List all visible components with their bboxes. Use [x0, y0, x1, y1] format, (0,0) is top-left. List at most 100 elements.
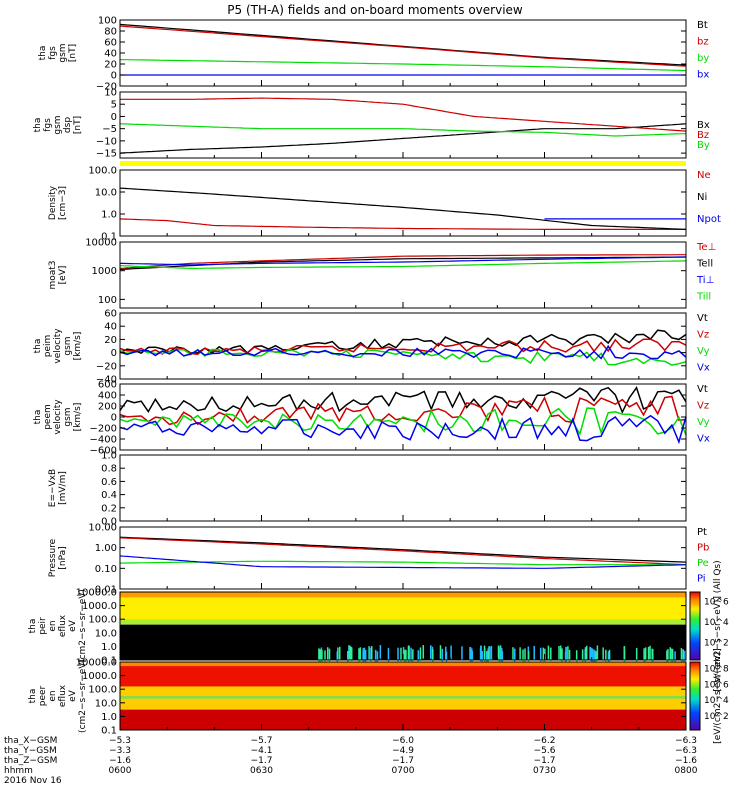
legend-p1-3: bx	[697, 70, 709, 81]
heatmap-streak	[370, 647, 372, 662]
colorbar-tick: 10^2	[704, 639, 729, 649]
heatmap-streak	[671, 648, 673, 663]
heatmap-streak	[445, 651, 448, 666]
heatmap-streak	[522, 649, 524, 664]
y-tick-label: 1000.0	[82, 601, 117, 612]
series-line-p5-1	[119, 338, 687, 355]
y-axis-label: [eV]	[58, 266, 68, 285]
heatmap-streak	[561, 648, 563, 662]
legend-p6-3: Vx	[697, 434, 710, 445]
heatmap-streak	[483, 648, 486, 662]
y-tick-label: −400	[90, 435, 117, 446]
y-tick-label: 0	[111, 413, 117, 424]
y-tick-label: 20	[104, 335, 117, 346]
heatmap-streak	[387, 647, 390, 662]
heatmap-streak	[397, 647, 399, 662]
heatmap-streak	[575, 650, 578, 664]
series-line-p2-1	[120, 97, 687, 132]
y-tick-label: 10000.0	[76, 588, 117, 599]
heatmap-streak	[684, 650, 686, 665]
y-tick-label: 10.00	[88, 523, 117, 534]
panel-p9: 10000.0 1000.0 100.0 10.0 1.0 0.1 tha peir en efl…	[28, 560, 729, 691]
y-tick-label: −15	[96, 149, 117, 160]
heatmap-streak	[402, 647, 405, 661]
panel-p8: Pt Pb Pe Pi 10.00 1.00 0.10 0.01 Pressure [nPa]	[48, 523, 709, 596]
heatmap-streak	[514, 648, 516, 663]
chart-title: P5 (TH-A) fields and on-board moments ov…	[227, 3, 523, 17]
y-tick-label: 1000.0	[82, 671, 117, 682]
x-row-value: −6.0	[392, 736, 414, 746]
panel-frame	[119, 526, 687, 590]
heatmap-streak	[480, 645, 482, 660]
x-row-value: −6.2	[534, 736, 556, 746]
y-axis-label: [mV/m]	[58, 471, 68, 505]
legend-p1-2: by	[697, 53, 709, 64]
series-line-p8-1	[119, 537, 687, 566]
legend-p2-0: Bx	[697, 120, 710, 131]
y-axis-label: peer	[38, 685, 48, 706]
y-axis-label: gsm	[63, 336, 73, 355]
y-tick-label: −200	[90, 424, 117, 435]
heatmap-streak	[450, 645, 452, 660]
legend-p3-2: Npot	[697, 214, 721, 225]
heatmap-streak	[547, 645, 550, 660]
heatmap-streak	[481, 651, 483, 665]
series-line-p6-2	[119, 407, 687, 436]
heatmap-streak	[350, 647, 353, 662]
x-row-value: 0800	[675, 766, 698, 776]
legend-p3-1: Ni	[697, 192, 707, 203]
y-axis-label: Density	[48, 185, 58, 220]
series-line-p2-2	[119, 123, 687, 137]
heatmap-streak	[405, 650, 407, 664]
y-axis-label: eflux	[58, 614, 68, 637]
legend-p6-2: Vy	[697, 417, 710, 428]
heatmap-streak	[595, 651, 597, 665]
y-tick-label: 10	[104, 88, 117, 99]
y-axis-label: [nT]	[73, 116, 83, 134]
y-tick-label: 0.1	[101, 232, 117, 243]
heatmap-streak	[649, 645, 651, 660]
heatmap-streak	[364, 649, 367, 664]
y-tick-label: 60	[104, 38, 117, 49]
colorbar	[689, 661, 701, 731]
y-axis-label: tha	[38, 46, 48, 61]
y-tick-label: 0	[111, 71, 117, 82]
y-tick-label: 0.2	[101, 503, 117, 514]
heatmap-streak	[321, 650, 323, 664]
panel-frame	[119, 241, 687, 309]
heatmap-streak	[379, 645, 382, 659]
heatmap-streak	[363, 647, 366, 662]
y-axis-label: peem	[43, 404, 53, 430]
legend-p3-0: Ne	[697, 170, 711, 181]
series-line-p3-1	[119, 187, 687, 230]
panel-p3: Ne Ni Npot 100.0 10.0 1.0 0.1 Density [cm−3]	[48, 166, 721, 243]
y-axis-label: peir	[38, 617, 48, 635]
x-row-value: 0630	[250, 766, 273, 776]
y-axis-label: [nT]	[68, 44, 78, 62]
heatmap-streak	[374, 649, 377, 664]
y-axis-label: eV	[68, 689, 78, 702]
y-axis-label: en	[48, 620, 58, 631]
heatmap-streak	[349, 646, 352, 661]
heatmap-streak	[419, 647, 422, 662]
y-tick-label: 200	[98, 402, 117, 413]
heatmap-streak	[422, 645, 425, 659]
series-line-p6-1	[119, 395, 687, 426]
y-axis-label: dsp	[63, 117, 73, 133]
heatmap-streak	[589, 647, 592, 661]
y-tick-label: 10000.0	[76, 658, 117, 669]
heatmap-band	[120, 696, 686, 699]
y-axis-label: [nPa]	[58, 546, 68, 569]
y-tick-label: 100	[98, 295, 117, 306]
y-tick-label: 1.0	[101, 451, 117, 462]
x-row-value: 0730	[533, 766, 556, 776]
y-tick-label: 0.8	[101, 464, 117, 475]
x-row-value: −3.3	[109, 746, 131, 756]
y-tick-label: −20	[96, 361, 117, 372]
series-line-p1-0	[119, 23, 687, 66]
x-row-value: −4.1	[251, 746, 273, 756]
y-axis-label: velocity	[53, 399, 63, 435]
y-axis-label: tha	[28, 619, 38, 634]
heatmap-streak	[608, 649, 611, 664]
heatmap-streak	[559, 645, 562, 660]
